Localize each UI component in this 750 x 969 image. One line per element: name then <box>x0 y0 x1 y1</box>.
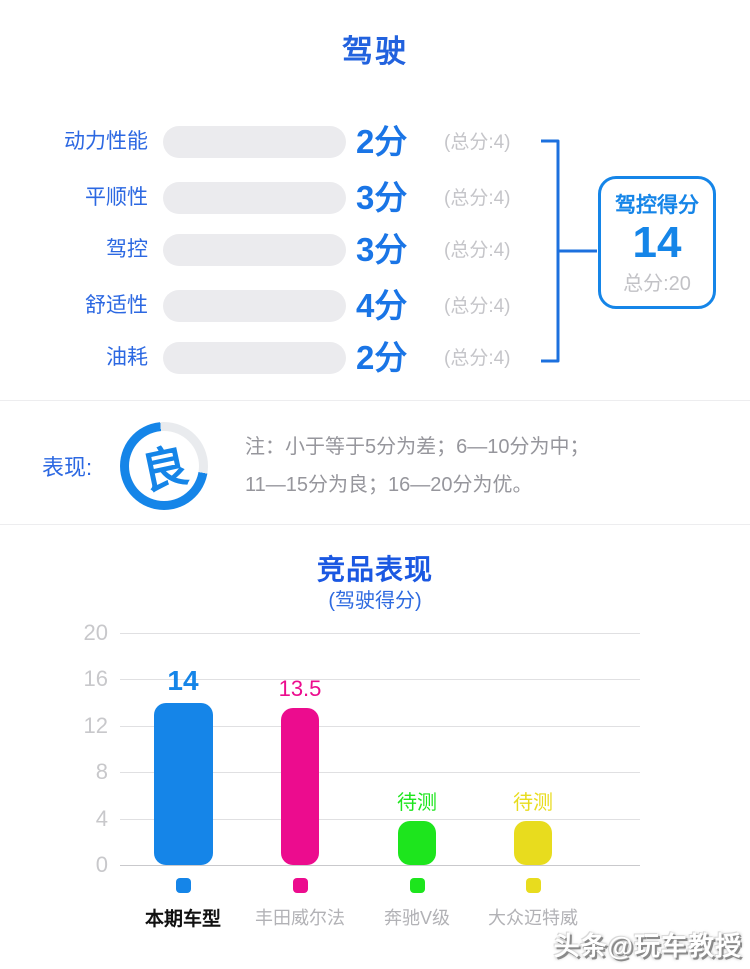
legend-marker-0 <box>175 878 191 893</box>
category-label-1: 丰田威尔法 <box>255 908 345 928</box>
section-divider-top <box>0 400 750 401</box>
grade-character: 良 <box>136 438 193 500</box>
rating-row-power: 动力性能 2分 (总分:4) <box>0 124 750 160</box>
ytick-16: 16 <box>83 666 108 692</box>
scoring-note-line2: 11—15分为良；16—20分为优。 <box>245 474 533 496</box>
rating-total: (总分:4) <box>444 348 511 369</box>
gridline-0 <box>120 865 640 866</box>
grade-ring: 良 <box>120 422 208 510</box>
summary-score-card: 驾控得分 14 总分:20 <box>598 176 716 309</box>
page-title: 驾驶 <box>342 34 408 69</box>
rating-label: 平顺性 <box>85 186 148 209</box>
ytick-8: 8 <box>95 759 108 785</box>
rating-total: (总分:4) <box>444 188 511 209</box>
rating-label: 油耗 <box>106 346 148 369</box>
summary-value: 14 <box>632 218 682 267</box>
rating-score: 3分 <box>356 179 408 216</box>
gridline-20 <box>120 633 640 634</box>
chart-title: 竞品表现 <box>316 554 433 585</box>
rating-row-smoothness: 平顺性 3分 (总分:4) <box>0 180 750 216</box>
rating-track <box>163 182 346 214</box>
gridline-4 <box>120 818 640 820</box>
bar-value-3: 待测 <box>513 791 553 814</box>
rating-label: 舒适性 <box>85 294 148 317</box>
ytick-0: 0 <box>95 852 108 877</box>
chart-subtitle: (驾驶得分) <box>328 590 422 612</box>
ytick-4: 4 <box>95 805 108 831</box>
legend-marker-3 <box>525 878 541 893</box>
rating-row-comfort: 舒适性 4分 (总分:4) <box>0 288 750 324</box>
rating-track <box>163 342 346 374</box>
rating-score: 2分 <box>356 339 408 376</box>
legend-marker-1 <box>292 878 308 893</box>
watermark: 头条@玩车教授 <box>553 931 742 961</box>
ytick-20: 20 <box>83 620 108 645</box>
rating-track <box>163 290 346 322</box>
rating-label: 动力性能 <box>64 130 148 153</box>
scoring-note: 注：小于等于5分为差；6—10分为中； 11—15分为良；16—20分为优。 <box>245 428 715 504</box>
rating-total: (总分:4) <box>444 132 511 153</box>
competitor-chart: 竞品表现 (驾驶得分) 0 4 8 12 16 20 14 本期车型 13.5 丰田威尔法 待测奔驰… <box>0 524 750 969</box>
bar-value-2: 待测 <box>397 791 437 814</box>
bracket-connector <box>541 139 597 363</box>
bar-value-1: 13.5 <box>278 676 322 702</box>
rating-label: 驾控 <box>106 238 148 261</box>
performance-label: 表现: <box>42 455 93 480</box>
summary-title: 驾控得分 <box>615 194 699 217</box>
rating-total: (总分:4) <box>444 240 511 261</box>
rating-row-fuel: 油耗 2分 (总分:4) <box>0 340 750 376</box>
section-divider-bottom <box>0 524 750 525</box>
category-label-2: 奔驰V级 <box>383 908 450 928</box>
bar-3 <box>514 820 552 865</box>
category-label-3: 大众迈特威 <box>488 908 578 928</box>
grade-ring-inner: 良 <box>129 431 199 501</box>
bar-1 <box>281 708 319 865</box>
ytick-12: 12 <box>83 712 108 738</box>
rating-score: 2分 <box>356 123 408 160</box>
scoring-note-line1: 注：小于等于5分为差；6—10分为中； <box>245 436 590 458</box>
bar-0 <box>153 702 213 865</box>
category-label-0: 本期车型 <box>144 909 221 930</box>
rating-track <box>163 126 346 158</box>
legend-marker-2 <box>409 878 425 893</box>
summary-total: 总分:20 <box>623 273 691 295</box>
bar-value-0: 14 <box>167 664 199 696</box>
gridline-8 <box>120 772 640 774</box>
rating-row-handling: 驾控 3分 (总分:4) <box>0 232 750 268</box>
rating-score: 4分 <box>356 287 408 324</box>
rating-score: 3分 <box>356 231 408 268</box>
gridline-12 <box>120 725 640 727</box>
gridline-16 <box>120 679 640 681</box>
rating-total: (总分:4) <box>444 296 511 317</box>
bar-2 <box>398 820 436 865</box>
rating-track <box>163 234 346 266</box>
